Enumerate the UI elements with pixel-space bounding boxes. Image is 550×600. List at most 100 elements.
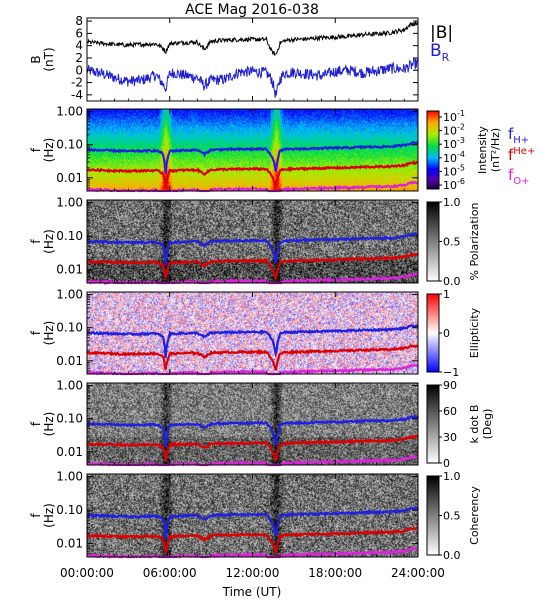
coherency-y-tick-label: 0.01 [56, 537, 83, 551]
x-axis-label: Time (UT) [222, 585, 282, 599]
intensity-cb-tick-exp: -2 [457, 123, 465, 132]
intensity-cb-tick-base: 10 [443, 111, 457, 124]
ellipticity-y-tick-label: 0.01 [56, 354, 83, 368]
panel-intensity: 1.000.100.01f (Hz)10-110-210-310-410-510-… [29, 105, 502, 193]
intensity-y-tick-label: 1.00 [56, 105, 83, 119]
legend-fhe: fHe+ [508, 146, 535, 164]
ellipticity-y-tick-label: 1.00 [56, 288, 83, 302]
polarization-colorbar [426, 201, 440, 282]
polarization-cb-tick-label: 1.0 [443, 196, 461, 209]
ellipticity-y-tick-label: 0.10 [56, 321, 83, 335]
legend-br-label: B [430, 41, 442, 61]
intensity-cb-tick-base: 10 [443, 138, 457, 151]
field-plot-area [87, 18, 418, 101]
intensity-colorbar [426, 110, 440, 190]
coherency-frame [86, 473, 419, 558]
intensity-cb-tick-label: 10-6 [443, 177, 465, 192]
intensity-cb-title: Intensity [476, 126, 489, 174]
coherency-fHe-line [86, 526, 419, 557]
br-line [86, 58, 419, 98]
polarization-frame [86, 199, 419, 284]
intensity-cb-tick-exp: -5 [457, 163, 465, 172]
legend-b-magnitude: |B| [430, 23, 453, 43]
coherency-cb-tick-label: 0.0 [443, 549, 461, 562]
field-y-tick-label: -2 [71, 76, 83, 90]
ellipticity-colorbar [426, 293, 440, 373]
ellipticity-y-unit: (Hz) [42, 321, 56, 346]
ellipticity-cb-tick-label: −1 [443, 366, 459, 379]
legend-br-sub: R [442, 51, 450, 64]
x-tick-label: 00:00:00 [60, 566, 114, 580]
kdotb-y-label: f [29, 421, 43, 426]
field-legend: |B| BR [430, 23, 453, 64]
coherency-cb-tick-label: 1.0 [443, 470, 461, 483]
kdotb-cb-tick-label: 60 [443, 405, 457, 418]
polarization-fH-line [86, 231, 419, 266]
legend-fh-sub: H+ [513, 135, 529, 146]
legend-br: BR [430, 41, 450, 64]
intensity-frame [86, 108, 419, 192]
legend-fh-label: f [508, 125, 514, 143]
x-axis: 00:00:00 06:00:00 12:00:00 18:00:00 24:00:00 [60, 566, 445, 580]
coherency-cb-title: Coherency [468, 486, 481, 545]
kdotb-cb-tick-label: 90 [443, 379, 457, 392]
field-y-unit: (nT) [42, 47, 56, 71]
legend-fhe-label: f [508, 146, 514, 164]
intensity-y-unit: (Hz) [42, 138, 56, 163]
field-y-tick-label: 8 [75, 14, 83, 28]
coherency-y-tick-label: 1.00 [56, 470, 83, 484]
intensity-fH-line [86, 140, 419, 174]
polarization-cb-tick-label: 0.0 [443, 275, 461, 288]
kdotb-y-tick-label: 0.10 [56, 412, 83, 426]
ellipticity-cb-tick-label: 1 [443, 288, 450, 301]
kdotb-y-unit: (Hz) [42, 412, 56, 437]
field-y-tick-label: 0 [75, 63, 83, 77]
ellipticity-y-label: f [29, 330, 43, 335]
field-y-tick-label: 4 [75, 39, 83, 53]
kdotb-fH-line [86, 414, 419, 448]
polarization-fHe-line [86, 251, 419, 281]
b-magnitude-line [86, 19, 419, 56]
coherency-colorbar [426, 475, 440, 556]
x-tick-label: 24:00:00 [391, 566, 445, 580]
kdotb-colorbar [426, 384, 440, 464]
kdotb-cb-tick-label: 0 [443, 457, 450, 470]
panel-coherency: 1.00 0.10 0.01 f (Hz) 1.0 0.5 0.0 Coherency [29, 470, 481, 562]
intensity-cb-tick-base: 10 [443, 152, 457, 165]
intensity-cb-tick-exp: -1 [457, 109, 465, 118]
x-tick-label: 12:00:00 [226, 566, 280, 580]
polarization-cb-tick-label: 0.5 [443, 236, 461, 249]
kdotb-frame [86, 382, 419, 466]
coherency-y-tick-label: 0.10 [56, 503, 83, 517]
intensity-cb-tick-exp: -3 [457, 136, 465, 145]
kdotb-y-tick-label: 0.01 [56, 445, 83, 459]
legend-fhe-sub: He+ [513, 146, 535, 157]
ellipticity-fHe-line [86, 343, 419, 371]
coherency-y-label: f [29, 513, 43, 518]
polarization-y-unit: (Hz) [42, 229, 56, 254]
intensity-cb-tick-base: 10 [443, 179, 457, 192]
field-y-label: B [29, 55, 43, 63]
intensity-cb-tick-exp: -4 [457, 150, 465, 159]
legend-fh: fH+ [508, 125, 529, 146]
intensity-y-label: f [29, 147, 43, 152]
intensity-cb-tick-label: 10-2 [443, 123, 465, 138]
freq-legend: fH+ fHe+ fO+ [508, 125, 535, 187]
field-frame [86, 17, 419, 102]
intensity-cb-tick-label: 10-1 [443, 109, 465, 124]
coherency-y-unit: (Hz) [42, 503, 56, 528]
field-y-tick-label: -4 [71, 88, 83, 102]
kdotb-fHe-line [86, 434, 419, 463]
x-tick-label: 18:00:00 [308, 566, 362, 580]
panel-ellipticity: 1.00 0.10 0.01 f (Hz) 1 0 −1 Ellipticity [29, 288, 481, 379]
polarization-y-tick-label: 0.10 [56, 229, 83, 243]
panel-kdotb: 1.00 0.10 0.01 f (Hz) 90 60 30 0 k dot B (Deg) [29, 379, 494, 470]
kdotb-cb-tick-label: 30 [443, 431, 457, 444]
ellipticity-fH-line [86, 324, 419, 358]
polarization-y-tick-label: 1.00 [56, 196, 83, 210]
intensity-cb-tick-base: 10 [443, 165, 457, 178]
ellipticity-frame [86, 291, 419, 375]
